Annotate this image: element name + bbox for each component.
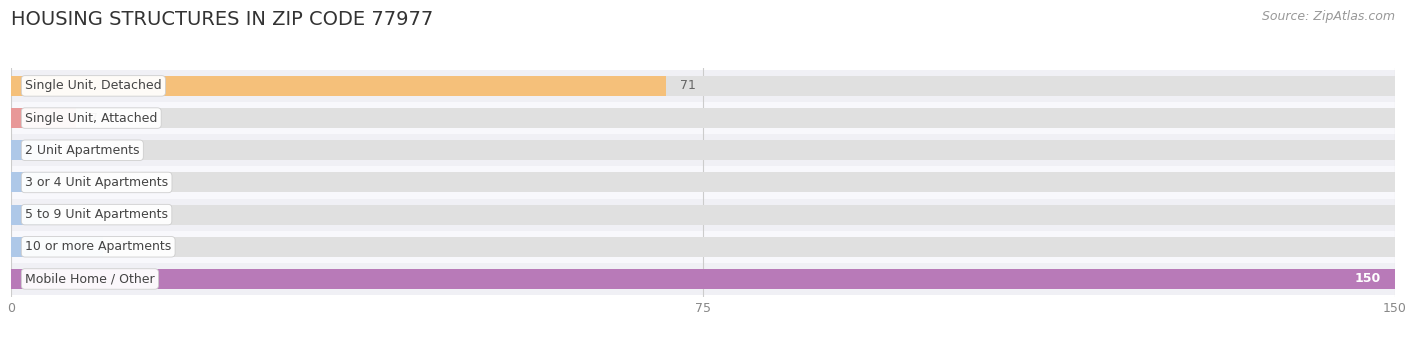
Text: 0: 0 [63, 176, 72, 189]
Text: 150: 150 [1354, 272, 1381, 285]
Text: 10 or more Apartments: 10 or more Apartments [25, 240, 172, 253]
Bar [11, 76, 1395, 96]
Text: 0: 0 [63, 144, 72, 157]
Text: 0: 0 [63, 208, 72, 221]
Text: 71: 71 [681, 79, 696, 92]
Text: 10: 10 [117, 240, 134, 253]
Text: 7: 7 [90, 112, 97, 124]
Bar [11, 134, 1395, 166]
Bar [11, 231, 1395, 263]
Text: Single Unit, Detached: Single Unit, Detached [25, 79, 162, 92]
Bar [11, 269, 1395, 289]
Bar [11, 263, 1395, 295]
Bar [11, 173, 1395, 192]
Text: 5 to 9 Unit Apartments: 5 to 9 Unit Apartments [25, 208, 169, 221]
Text: Source: ZipAtlas.com: Source: ZipAtlas.com [1261, 10, 1395, 23]
Bar [11, 237, 1395, 257]
Bar [11, 237, 104, 257]
Bar [11, 76, 666, 96]
Bar [11, 108, 1395, 128]
Bar [11, 166, 1395, 198]
Bar [11, 205, 51, 225]
Bar [11, 140, 1395, 160]
Bar [11, 102, 1395, 134]
Text: 2 Unit Apartments: 2 Unit Apartments [25, 144, 139, 157]
Bar [11, 205, 1395, 225]
Text: 3 or 4 Unit Apartments: 3 or 4 Unit Apartments [25, 176, 169, 189]
Text: Mobile Home / Other: Mobile Home / Other [25, 272, 155, 285]
Text: Single Unit, Attached: Single Unit, Attached [25, 112, 157, 124]
Bar [11, 140, 51, 160]
Bar [11, 198, 1395, 231]
Bar [11, 108, 76, 128]
Text: HOUSING STRUCTURES IN ZIP CODE 77977: HOUSING STRUCTURES IN ZIP CODE 77977 [11, 10, 433, 29]
Bar [11, 173, 51, 192]
Bar [11, 70, 1395, 102]
Bar [11, 269, 1395, 289]
